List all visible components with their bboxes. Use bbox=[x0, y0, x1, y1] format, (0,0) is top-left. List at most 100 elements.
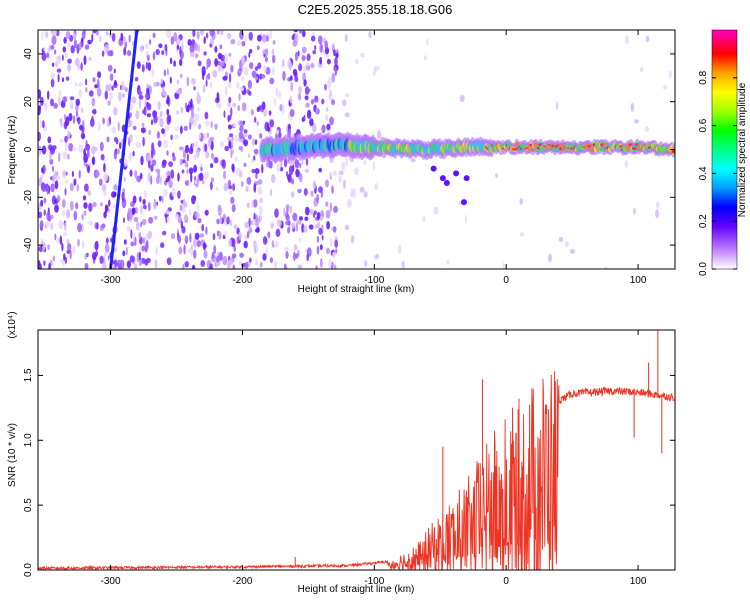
heatmap-cell bbox=[40, 238, 44, 246]
heatmap-cell bbox=[166, 257, 172, 266]
heatmap-cell bbox=[245, 185, 249, 193]
heatmap-cell bbox=[458, 201, 462, 206]
heatmap-cell bbox=[219, 215, 223, 225]
heatmap-cell bbox=[168, 180, 173, 189]
heatmap-cell bbox=[126, 226, 131, 232]
heatmap-cell bbox=[53, 102, 58, 109]
heatmap-cell bbox=[134, 263, 138, 269]
heatmap-cell bbox=[269, 119, 275, 128]
heatmap-cell bbox=[331, 99, 335, 106]
heatmap-cell bbox=[196, 202, 200, 213]
heatmap-cell bbox=[38, 211, 43, 219]
heatmap-cell bbox=[73, 210, 78, 221]
x-tick-label: -300 bbox=[101, 275, 121, 286]
heatmap-cell bbox=[218, 103, 222, 109]
heatmap-cell bbox=[645, 35, 650, 43]
heatmap-cell bbox=[180, 106, 184, 114]
heatmap-cell bbox=[318, 35, 323, 45]
heatmap-cell bbox=[64, 135, 68, 143]
colorbar bbox=[711, 29, 738, 270]
heatmap-cell bbox=[319, 215, 324, 221]
y-tick-label: 40 bbox=[23, 48, 34, 60]
heatmap-cell bbox=[276, 219, 282, 227]
heatmap-cell bbox=[39, 118, 42, 129]
heatmap-cell bbox=[286, 171, 288, 177]
heatmap-cell bbox=[301, 223, 305, 233]
heatmap-cell bbox=[165, 177, 169, 183]
heatmap-cell bbox=[265, 161, 269, 168]
heatmap-cell bbox=[233, 224, 238, 230]
heatmap-cell bbox=[151, 159, 157, 167]
heatmap-cell bbox=[338, 175, 343, 184]
heatmap-cell bbox=[298, 92, 302, 101]
heatmap-cell bbox=[78, 144, 83, 153]
heatmap-cell bbox=[315, 265, 318, 269]
heatmap-cell bbox=[105, 237, 109, 244]
heatmap-cell bbox=[294, 76, 299, 83]
heatmap-cell bbox=[54, 170, 57, 179]
heatmap-cell bbox=[97, 71, 102, 79]
heatmap-cell bbox=[286, 174, 291, 180]
heatmap-cell bbox=[129, 133, 133, 143]
heatmap-cell bbox=[151, 69, 155, 77]
heatmap-cell bbox=[236, 81, 240, 89]
heatmap-cell bbox=[130, 241, 135, 247]
heatmap-cell bbox=[50, 183, 55, 193]
heatmap-cell bbox=[289, 95, 292, 104]
heatmap-cell bbox=[48, 262, 51, 269]
heatmap-cell bbox=[88, 90, 94, 97]
heatmap-cell bbox=[50, 222, 53, 230]
heatmap-cell bbox=[207, 139, 212, 148]
heatmap-cell bbox=[82, 195, 87, 201]
heatmap-cell bbox=[115, 138, 119, 145]
heatmap-cell bbox=[197, 44, 201, 53]
heatmap-cell bbox=[80, 132, 86, 140]
heatmap-cell bbox=[333, 66, 337, 72]
heatmap-cell bbox=[233, 245, 236, 252]
heatmap-cell bbox=[133, 216, 139, 222]
heatmap-cell bbox=[220, 30, 223, 36]
heatmap-cell bbox=[325, 209, 331, 219]
y-tick-label: 1.0 bbox=[23, 433, 34, 447]
heatmap-cell bbox=[281, 58, 285, 68]
heatmap-cell bbox=[95, 170, 100, 177]
heatmap-cell bbox=[200, 167, 203, 172]
heatmap-cell bbox=[75, 111, 79, 118]
heatmap-cell bbox=[77, 238, 80, 247]
heatmap-cell bbox=[250, 159, 254, 164]
heatmap-cell bbox=[135, 221, 140, 231]
heatmap-cell bbox=[188, 181, 191, 186]
heatmap-cell bbox=[58, 96, 61, 106]
heatmap-cell bbox=[401, 260, 405, 269]
heatmap-cell bbox=[310, 35, 316, 42]
heatmap-cell bbox=[96, 88, 102, 97]
heatmap-cell bbox=[243, 162, 247, 167]
heatmap-cell bbox=[189, 209, 192, 216]
heatmap-cell bbox=[360, 52, 365, 58]
heatmap-cell bbox=[308, 224, 314, 230]
heatmap-cell bbox=[104, 243, 110, 254]
heatmap-cell bbox=[195, 53, 199, 59]
heatmap-cell bbox=[232, 183, 236, 192]
heatmap-cell bbox=[306, 53, 311, 62]
heatmap-cell bbox=[165, 213, 168, 224]
heatmap-cell bbox=[274, 260, 278, 269]
heatmap-cell bbox=[253, 148, 259, 155]
heatmap-cell bbox=[144, 98, 147, 108]
heatmap-cell bbox=[177, 190, 181, 199]
heatmap-cell bbox=[663, 85, 668, 90]
heatmap-cell bbox=[244, 261, 249, 269]
heatmap-cell bbox=[218, 230, 222, 240]
heatmap-cell bbox=[307, 88, 311, 93]
heatmap-cell bbox=[227, 124, 233, 130]
heatmap-cell bbox=[305, 64, 311, 71]
heatmap-cell bbox=[221, 54, 225, 60]
heatmap-cell bbox=[248, 31, 253, 41]
heatmap-cell bbox=[197, 60, 202, 67]
heatmap-cell bbox=[270, 222, 275, 229]
heatmap-cell bbox=[77, 222, 82, 233]
heatmap-cell bbox=[344, 34, 348, 42]
heatmap-cell bbox=[62, 151, 68, 160]
snr-y-axis-label: SNR (10 * v/v) bbox=[7, 423, 18, 487]
